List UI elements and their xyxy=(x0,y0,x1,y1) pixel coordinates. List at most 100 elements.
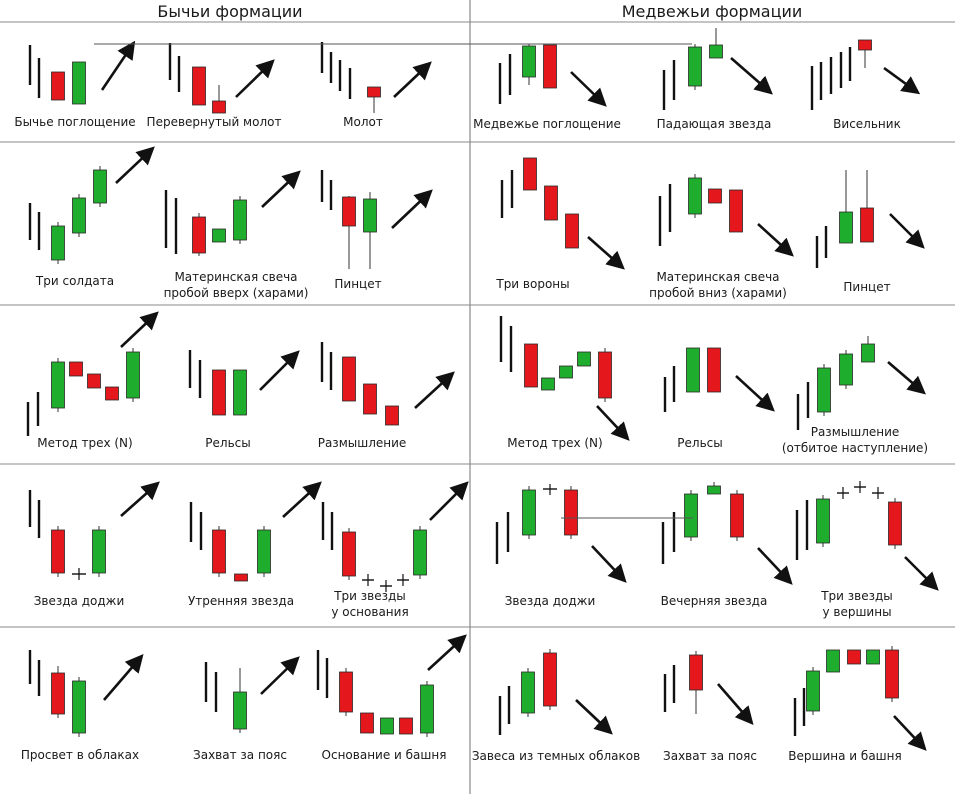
candle-body xyxy=(233,199,247,241)
candle-body xyxy=(342,356,356,402)
bullish-candle xyxy=(817,364,831,416)
pattern-label: Перевернутый молот xyxy=(147,115,282,129)
bullish-candle xyxy=(51,222,65,264)
candle-body xyxy=(192,216,206,254)
candle-body xyxy=(861,343,875,363)
pattern-label: Вершина и башня xyxy=(788,749,901,763)
bearish-candle xyxy=(598,348,612,402)
candle-body xyxy=(684,493,698,538)
bullish-candle xyxy=(413,526,427,579)
bullish-candle xyxy=(92,526,106,577)
trend-arrow xyxy=(414,371,455,409)
trend-arrow xyxy=(904,556,939,591)
candle-body xyxy=(87,373,101,389)
pattern-label: Падающая звезда xyxy=(657,117,772,131)
bearish-candle xyxy=(192,66,206,106)
pattern-bear-rails: Рельсы xyxy=(663,347,775,450)
candle-body xyxy=(707,347,721,393)
bullish-candle xyxy=(826,649,840,673)
bullish-candle xyxy=(51,358,65,412)
candle-body xyxy=(866,649,880,665)
pattern-label: Пинцет xyxy=(843,280,890,294)
pattern-bull-tweezer: Пинцет xyxy=(320,170,433,291)
bearish-candle xyxy=(342,528,356,580)
pattern-label: Метод трех (N) xyxy=(507,436,602,450)
doji-star xyxy=(72,568,86,580)
candle-body xyxy=(233,369,247,416)
bearish-candle xyxy=(360,712,374,734)
trend-arrow xyxy=(282,481,322,518)
pattern-three-soldiers: Три солдата xyxy=(28,146,155,288)
trend-arrow xyxy=(591,545,627,583)
trend-arrow xyxy=(261,170,301,208)
candle-body xyxy=(399,717,413,735)
pattern-label: Размышление xyxy=(318,436,407,450)
bullish-candle xyxy=(420,681,434,737)
bullish-candle xyxy=(866,649,880,665)
bearish-candle xyxy=(212,369,226,416)
bearish-candle xyxy=(729,189,743,233)
bullish-candle xyxy=(233,196,247,244)
pattern-shooting-star: Падающая звезда xyxy=(657,28,773,131)
pattern-bear-belt-hold: Захват за пояс xyxy=(663,651,757,763)
trend-arrow xyxy=(429,481,469,521)
pattern-label: Три вороны xyxy=(495,277,569,291)
bullish-candle xyxy=(839,170,853,244)
candle-body xyxy=(72,197,86,234)
bullish-candle xyxy=(72,194,86,237)
pattern-label: пробой вверх (харами) xyxy=(164,286,309,300)
bullish-candle xyxy=(686,347,700,393)
trend-arrow xyxy=(757,547,793,585)
candle-body xyxy=(523,157,537,191)
bullish-candle xyxy=(709,28,723,59)
candle-body xyxy=(339,671,353,713)
pattern-label: Звезда доджи xyxy=(505,594,596,608)
candle-body xyxy=(847,649,861,665)
candle-body xyxy=(257,529,271,574)
pattern-label: Висельник xyxy=(833,117,901,131)
doji-star xyxy=(837,487,849,499)
bearish-candle xyxy=(399,717,413,735)
candle-body xyxy=(858,39,872,51)
trend-arrow xyxy=(100,40,136,91)
candle-body xyxy=(92,529,106,574)
candle-body xyxy=(413,529,427,576)
pattern-bear-three-method: Метод трех (N) xyxy=(499,316,630,450)
pattern-hanging-man: Висельник xyxy=(810,39,921,131)
bearish-candle xyxy=(192,213,206,256)
candle-body xyxy=(559,365,573,379)
trend-arrow xyxy=(427,634,467,671)
candle-body xyxy=(565,213,579,249)
candle-body xyxy=(380,717,394,735)
bullish-candle xyxy=(684,490,698,541)
trend-arrow xyxy=(889,213,925,249)
pattern-piercing: Просвет в облаках xyxy=(21,43,692,762)
candle-body xyxy=(233,691,247,730)
candle-body xyxy=(126,351,140,399)
pattern-label: пробой вниз (харами) xyxy=(649,286,787,300)
bullish-candle xyxy=(363,192,377,269)
candle-body xyxy=(212,100,226,114)
pattern-evening-star: Вечерняя звезда xyxy=(661,482,793,608)
trend-arrow xyxy=(120,481,160,517)
pattern-morning-star: Утренняя звезда xyxy=(188,481,322,608)
bullish-candle xyxy=(707,482,721,495)
trend-arrow xyxy=(260,656,300,695)
candle-body xyxy=(105,386,119,401)
candle-body xyxy=(93,169,107,204)
candle-body xyxy=(806,670,820,712)
pattern-label: Рельсы xyxy=(205,436,250,450)
candle-body xyxy=(51,672,65,715)
bearish-candle xyxy=(212,526,226,577)
pattern-label: Три звезды xyxy=(333,589,406,603)
candle-body xyxy=(212,228,226,243)
doji-star xyxy=(872,487,884,499)
trend-arrow xyxy=(235,59,275,98)
pattern-bullish-engulfing: Бычье поглощение xyxy=(14,40,136,129)
bullish-candle xyxy=(522,486,536,539)
pattern-three-crows: Три вороны xyxy=(495,157,625,291)
pattern-bull-belt-hold: Захват за пояс xyxy=(193,656,300,762)
candle-body xyxy=(888,501,902,546)
trend-arrow xyxy=(893,715,927,751)
pattern-label: Звезда доджи xyxy=(34,594,125,608)
